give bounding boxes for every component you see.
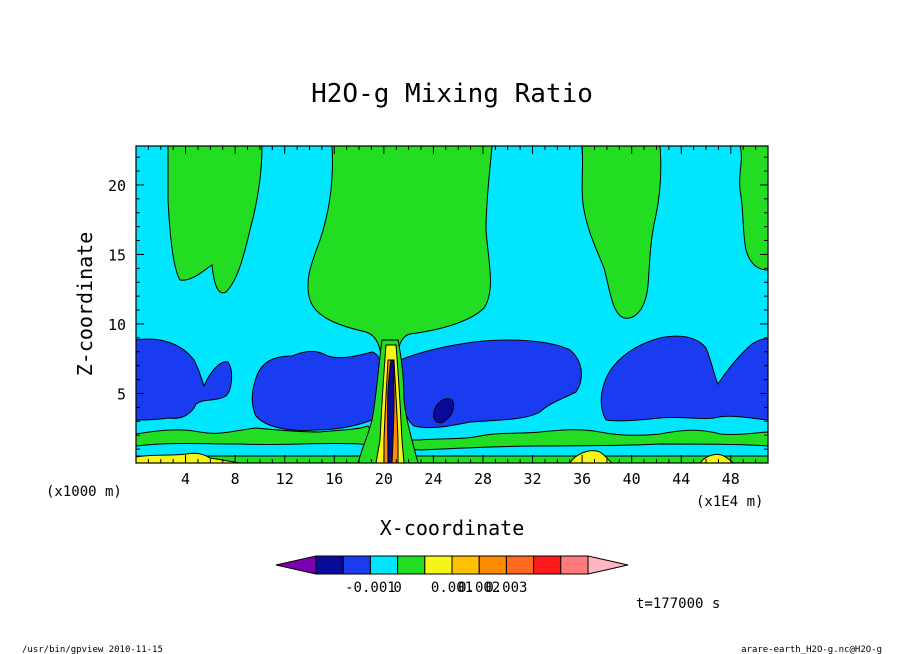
colorbar-arrow-left — [275, 555, 317, 575]
chart-title: H2O-g Mixing Ratio — [311, 79, 593, 109]
x-tick-label: 8 — [231, 470, 240, 488]
colorbar-label: 0.001 — [431, 580, 473, 596]
colorbar-swatch — [533, 555, 562, 575]
x-tick-label: 32 — [524, 470, 542, 488]
x-tick-label: 20 — [375, 470, 393, 488]
contour-region-blue-center-left — [251, 350, 383, 431]
colorbar-label: 0.003 — [485, 580, 527, 596]
time-label: t=177000 s — [636, 596, 720, 612]
y-tick-label: 20 — [108, 177, 126, 195]
colorbar-swatch — [369, 555, 399, 575]
colorbar-arrow-right — [587, 555, 629, 575]
contour-region-cyan-strip — [136, 442, 768, 457]
contour-region-blue-right — [600, 335, 768, 422]
y-tick-label: 5 — [117, 385, 126, 403]
x-tick-label: 28 — [474, 470, 492, 488]
contour-region-yellow-bottom-2 — [569, 450, 613, 463]
x-tick-label: 40 — [623, 470, 641, 488]
colorbar-swatch — [315, 555, 344, 575]
contour-region-yellow-bottom-3 — [699, 453, 735, 463]
colorbar-swatch — [505, 555, 535, 575]
colorbar-swatch — [560, 555, 589, 575]
x-tick-label: 48 — [722, 470, 740, 488]
x-tick-label: 24 — [424, 470, 442, 488]
y-axis-label: Z-coordinate — [73, 232, 97, 377]
contour-region-green-plume-left — [167, 146, 263, 294]
footer-right: arare-earth_H2O-g.nc@H2O-g — [741, 645, 882, 654]
x-tick-label: 12 — [276, 470, 294, 488]
contour-region-column-dark — [387, 359, 395, 463]
x-axis-label: X-coordinate — [380, 516, 525, 540]
colorbar-label: 0 — [393, 580, 401, 596]
colorbar-swatch — [451, 555, 480, 575]
plot-frame — [135, 145, 769, 464]
x-tick-label: 4 — [181, 470, 190, 488]
contour-plot — [135, 145, 769, 464]
colorbar-swatch — [342, 555, 371, 575]
x-tick-label: 36 — [573, 470, 591, 488]
contour-region-darkblue-spot — [433, 398, 455, 424]
footer-left: /usr/bin/gpview 2010-11-15 — [22, 645, 163, 654]
y-tick-label: 10 — [108, 316, 126, 334]
colorbar-swatch — [478, 555, 507, 575]
contour-region-green-plume-right2 — [739, 146, 768, 271]
contour-region-blue-left — [136, 338, 233, 421]
x-unit-left: (x1000 m) — [46, 484, 122, 500]
x-tick-label: 16 — [325, 470, 343, 488]
colorbar-label: -0.001 — [345, 580, 396, 596]
contour-region-yellow-bottom — [136, 452, 241, 463]
x-tick-label: 44 — [672, 470, 690, 488]
x-unit-right: (x1E4 m) — [696, 494, 763, 510]
y-tick-label: 15 — [108, 246, 126, 264]
colorbar-swatch — [397, 555, 426, 575]
colorbar-label: 0.002 — [458, 580, 500, 596]
contour-region-green-plume-right1 — [581, 146, 662, 319]
colorbar-swatch — [424, 555, 453, 575]
